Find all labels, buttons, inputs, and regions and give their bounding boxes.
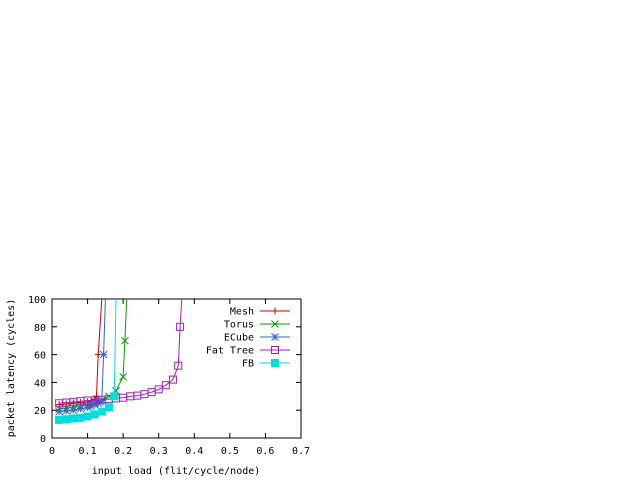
y-tick-label: 40	[34, 378, 46, 389]
data-point-fat-tree	[176, 322, 185, 331]
series-fat-tree	[55, 298, 185, 408]
y-tick-label: 80	[34, 323, 46, 334]
series-line-fat-tree	[59, 298, 183, 404]
data-point-fb	[97, 407, 106, 416]
y-tick-labels: 0 20 40 60 80 100	[28, 295, 46, 445]
x-tick-label: 0.2	[114, 446, 132, 457]
data-point-fat-tree	[161, 381, 170, 390]
legend-marker-fat-tree	[271, 346, 279, 354]
data-point-fat-tree	[168, 375, 177, 384]
data-point-fb	[83, 412, 92, 421]
data-point-fb	[90, 410, 99, 419]
y-tick-label: 20	[34, 406, 46, 417]
x-tick-label: 0.6	[256, 446, 274, 457]
series-fb	[55, 298, 119, 424]
legend-marker-ecube	[271, 333, 279, 341]
x-tick-label: 0.4	[185, 446, 203, 457]
x-tick-labels: 0 0.1 0.2 0.3 0.4 0.5 0.6 0.7	[49, 446, 310, 457]
data-point-fb	[110, 392, 119, 401]
data-point-torus	[121, 336, 129, 345]
data-point-fat-tree	[174, 361, 183, 370]
data-point-ecube	[90, 400, 99, 409]
data-point-ecube	[87, 402, 95, 410]
series-ecube	[55, 298, 108, 416]
x-axis-label: input load (flit/cycle/node)	[92, 466, 261, 477]
legend-marker-torus	[271, 320, 279, 328]
data-point-torus	[119, 372, 127, 381]
data-point-ecube	[62, 407, 71, 415]
legend: Mesh Torus ECube Fat Tree FB	[206, 307, 290, 370]
legend-label-mesh: Mesh	[230, 307, 254, 318]
y-tick-label: 60	[34, 351, 46, 362]
series-mesh	[55, 298, 103, 409]
data-point-fb	[62, 415, 71, 424]
data-point-ecube	[69, 406, 78, 415]
legend-label-torus: Torus	[224, 320, 254, 331]
data-point-ecube	[99, 350, 108, 359]
legend-label-fb: FB	[242, 359, 254, 370]
legend-marker-fb	[271, 359, 279, 367]
data-point-fb	[104, 403, 113, 412]
data-point-ecube	[97, 396, 106, 405]
data-point-ecube	[83, 403, 92, 412]
plot-frame	[51, 298, 302, 439]
y-axis-label: packet latency (cycles)	[6, 299, 17, 437]
legend-label-ecube: ECube	[224, 333, 254, 344]
series-layer	[55, 298, 185, 424]
data-point-ecube	[55, 407, 63, 416]
legend-marker-mesh	[271, 307, 279, 315]
x-tick-label: 0.7	[292, 446, 310, 457]
data-point-fb	[69, 414, 78, 423]
axis-ticks	[51, 298, 302, 439]
y-tick-label: 100	[28, 295, 46, 306]
data-point-fat-tree	[154, 385, 163, 394]
series-line-mesh	[59, 298, 103, 406]
data-point-fb	[55, 415, 64, 424]
x-tick-label: 0	[49, 446, 55, 457]
x-tick-label: 0.1	[79, 446, 97, 457]
x-tick-label: 0.5	[221, 446, 239, 457]
data-point-fb	[76, 413, 85, 422]
y-tick-label: 0	[40, 434, 46, 445]
x-tick-label: 0.3	[150, 446, 168, 457]
legend-label-fat-tree: Fat Tree	[206, 346, 254, 357]
data-point-ecube	[76, 404, 85, 413]
